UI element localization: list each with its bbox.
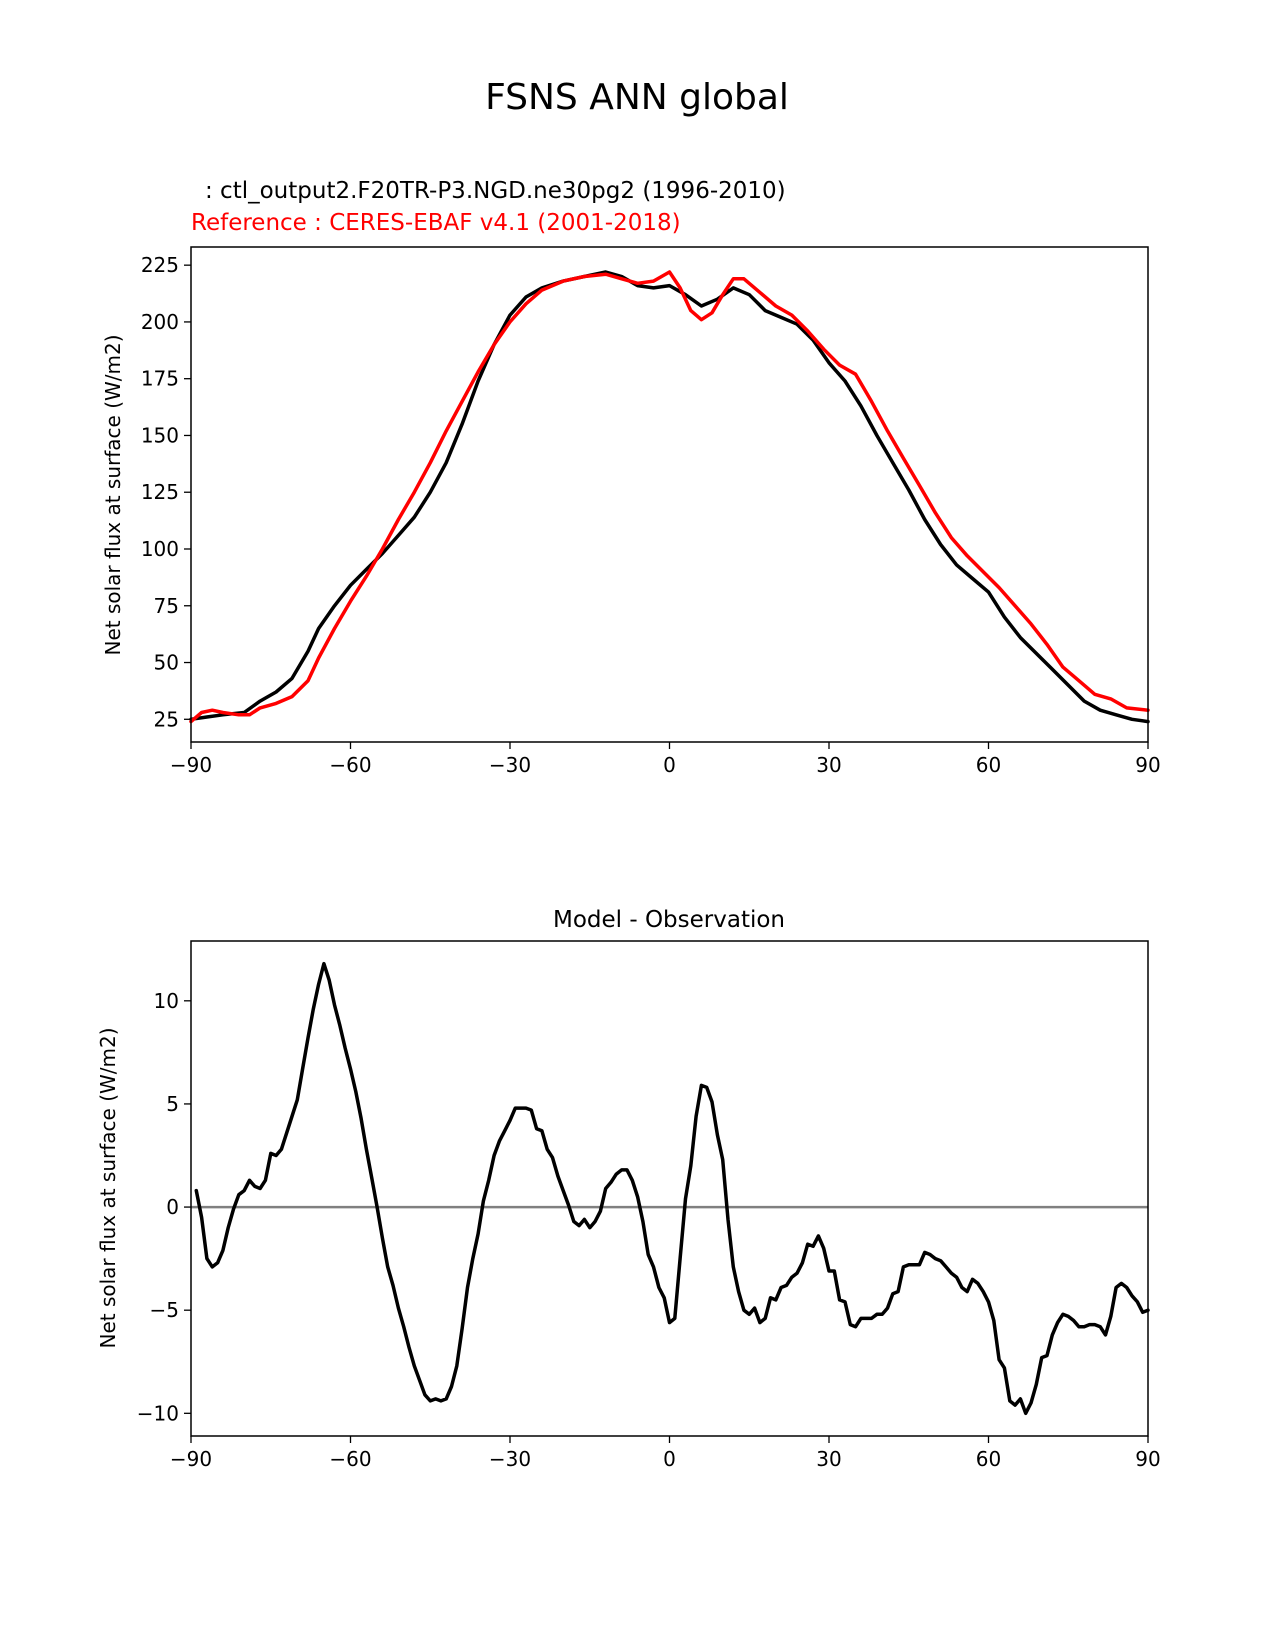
bottom-chart-ytick-label: −5 — [150, 1298, 179, 1322]
top-chart-xtick-label: 0 — [663, 753, 676, 777]
top-chart-reference-title: Reference : CERES-EBAF v4.1 (2001-2018) — [191, 210, 681, 236]
bottom-chart-axes: −90 −60 −30 0 30 60 90 −10 −5 0 5 10 — [137, 989, 1161, 1471]
top-chart-ytick-label: 125 — [141, 480, 179, 504]
top-chart-xtick-label: 60 — [976, 753, 1001, 777]
bottom-chart-xtick-label: −60 — [329, 1447, 371, 1471]
top-chart-ytick-label: 75 — [154, 594, 179, 618]
bottom-chart-ylabel: Net solar flux at surface (W/m2) — [96, 1027, 120, 1348]
top-chart-ytick-label: 225 — [141, 253, 179, 277]
top-chart-xtick-label: −60 — [329, 753, 371, 777]
bottom-chart-xtick-label: 0 — [663, 1447, 676, 1471]
top-chart-ytick-label: 150 — [141, 423, 179, 447]
top-chart-model-title: : ctl_output2.F20TR-P3.NGD.ne30pg2 (1996… — [205, 178, 786, 204]
bottom-chart-ytick-label: 0 — [166, 1195, 179, 1219]
top-chart-ytick-label: 50 — [154, 651, 179, 675]
bottom-chart-series — [194, 961, 1150, 1416]
top-chart-axes: −90 −60 −30 0 30 60 90 25 50 75 100 125 150 175 200 225 — [141, 253, 1161, 777]
top-chart-series-model-line — [189, 270, 1150, 724]
top-chart-frame — [190, 246, 1149, 743]
top-chart-xtick-label: −90 — [170, 753, 212, 777]
bottom-chart-xtick-label: −30 — [489, 1447, 531, 1471]
top-chart-ytick-label: 25 — [154, 707, 179, 731]
top-chart-ylabel: Net solar flux at surface (W/m2) — [101, 334, 125, 655]
top-chart-ytick-label: 200 — [141, 310, 179, 334]
bottom-chart-xtick-label: −90 — [170, 1447, 212, 1471]
top-chart-xtick-label: 30 — [816, 753, 841, 777]
bottom-chart-ytick-label: 5 — [166, 1092, 179, 1116]
top-chart: : ctl_output2.F20TR-P3.NGD.ne30pg2 (1996… — [101, 178, 1161, 777]
page-title: FSNS ANN global — [485, 77, 789, 118]
top-chart-series — [189, 270, 1150, 724]
bottom-chart-xtick-label: 60 — [976, 1447, 1001, 1471]
top-chart-xtick-label: 90 — [1135, 753, 1160, 777]
top-chart-ytick-label: 100 — [141, 537, 179, 561]
bottom-chart-ytick-label: 10 — [154, 989, 179, 1013]
bottom-chart-xtick-label: 30 — [816, 1447, 841, 1471]
bottom-chart-xtick-label: 90 — [1135, 1447, 1160, 1471]
top-chart-xtick-label: −30 — [489, 753, 531, 777]
bottom-chart-frame — [190, 940, 1149, 1437]
bottom-chart: Model - Observation Net solar flux at su… — [96, 907, 1161, 1471]
bottom-chart-title: Model - Observation — [553, 907, 785, 933]
top-chart-ytick-label: 175 — [141, 367, 179, 391]
bottom-chart-series-difference-line — [194, 961, 1150, 1416]
top-chart-series-reference-line — [189, 270, 1150, 724]
bottom-chart-ytick-label: −10 — [137, 1401, 179, 1425]
